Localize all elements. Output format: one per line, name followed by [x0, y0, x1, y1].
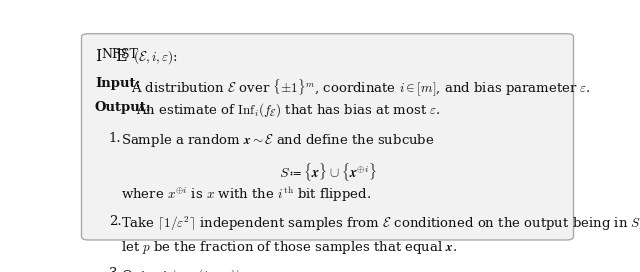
Text: E: E	[115, 48, 127, 65]
Text: Sample a random $\boldsymbol{x} \sim \mathcal{E}$ and define the subcube: Sample a random $\boldsymbol{x} \sim \ma…	[121, 132, 434, 149]
FancyBboxPatch shape	[81, 34, 573, 240]
Text: 2.: 2.	[109, 215, 122, 228]
Text: where $x^{\oplus i}$ is $x$ with the $i^{\mathrm{th}}$ bit flipped.: where $x^{\oplus i}$ is $x$ with the $i^…	[121, 185, 371, 204]
Text: 1.: 1.	[109, 132, 122, 145]
Text: Output:: Output:	[95, 101, 152, 114]
Text: A distribution $\mathcal{E}$ over $\{\pm 1\}^m$, coordinate $i \in [m]$, and bia: A distribution $\mathcal{E}$ over $\{\pm…	[131, 77, 591, 98]
Text: 3.: 3.	[109, 267, 122, 272]
Text: Take $\lceil 1/\varepsilon^2 \rceil$ independent samples from $\mathcal{E}$ cond: Take $\lceil 1/\varepsilon^2 \rceil$ ind…	[121, 215, 640, 233]
Text: I: I	[95, 48, 101, 65]
Text: Output $|p - (1-p)|$.: Output $|p - (1-p)|$.	[121, 267, 244, 272]
Text: $S \coloneq \{\boldsymbol{x}\} \cup \{\boldsymbol{x}^{\oplus i}\}$: $S \coloneq \{\boldsymbol{x}\} \cup \{\b…	[279, 160, 377, 183]
Text: let $p$ be the fraction of those samples that equal $\boldsymbol{x}$.: let $p$ be the fraction of those samples…	[121, 239, 457, 256]
Text: ST: ST	[121, 48, 138, 61]
Text: $(\mathcal{E}, i, \varepsilon)$:: $(\mathcal{E}, i, \varepsilon)$:	[133, 48, 178, 66]
Text: An estimate of $\mathrm{Inf}_i(f_\mathcal{E})$ that has bias at most $\varepsilo: An estimate of $\mathrm{Inf}_i(f_\mathca…	[136, 101, 441, 119]
Text: Input:: Input:	[95, 77, 140, 89]
Text: NF: NF	[101, 48, 121, 61]
